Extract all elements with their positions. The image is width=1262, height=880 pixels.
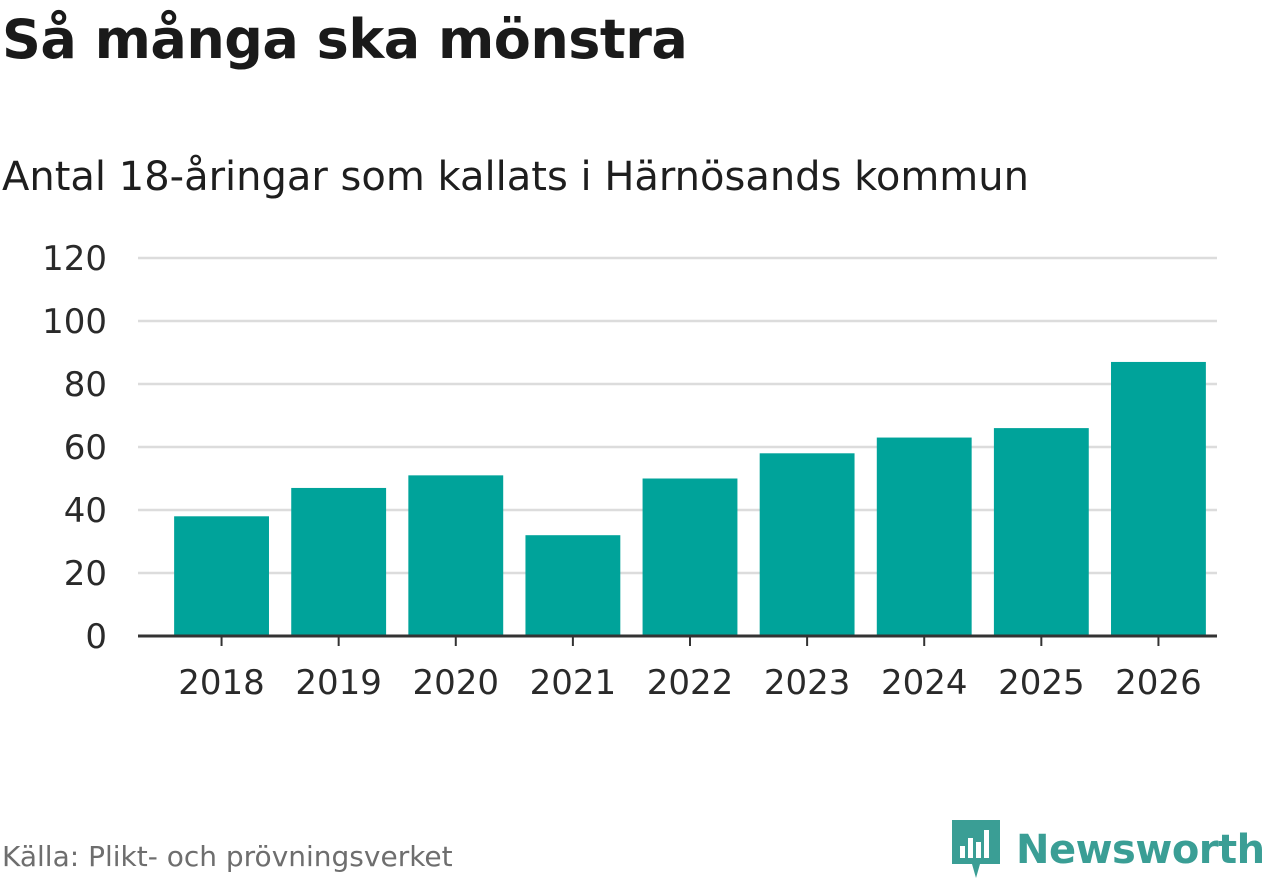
chart-subtitle: Antal 18-åringar som kallats i Härnösand… [2,154,1029,200]
bar-2018 [174,516,269,636]
x-tick-label: 2018 [178,663,265,703]
y-tick-label: 40 [64,491,107,531]
bar-2025 [993,428,1089,636]
source-note: Källa: Plikt- och prövningsverket [2,840,453,873]
x-tick-label: 2021 [530,663,617,703]
y-tick-label: 120 [42,239,107,279]
brand-name: Newsworthy [1016,827,1262,873]
x-tick-label: 2019 [295,663,382,703]
x-tick-label: 2020 [413,663,500,703]
bar-2021 [525,535,621,636]
y-tick-label: 100 [42,302,107,342]
x-tick-label: 2025 [998,663,1085,703]
y-tick-label: 80 [64,365,107,405]
bar-chart-logo-icon [952,820,1000,878]
bar-2022 [642,478,738,636]
x-tick-label: 2022 [647,663,734,703]
x-tick-label: 2023 [764,663,851,703]
brand-logo: Newsworthy [952,820,1262,880]
y-tick-label: 0 [85,617,107,657]
bar-2020 [408,475,504,636]
x-tick-label: 2026 [1115,663,1202,703]
bar-2023 [759,453,855,636]
x-tick-label: 2024 [881,663,968,703]
bar-2019 [291,487,387,636]
chart-title: Så många ska mönstra [2,8,688,71]
y-tick-label: 20 [64,554,107,594]
bar-2024 [876,437,972,636]
bar-2026 [1111,361,1206,636]
y-tick-label: 60 [64,428,107,468]
